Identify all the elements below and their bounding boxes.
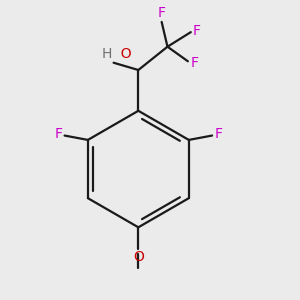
Text: O: O (112, 47, 132, 61)
Text: F: F (54, 127, 62, 141)
Text: F: F (214, 127, 222, 141)
Text: O: O (133, 250, 144, 264)
Text: F: F (158, 6, 166, 20)
Text: F: F (193, 24, 201, 38)
Text: F: F (190, 56, 198, 70)
Text: H: H (102, 47, 112, 61)
